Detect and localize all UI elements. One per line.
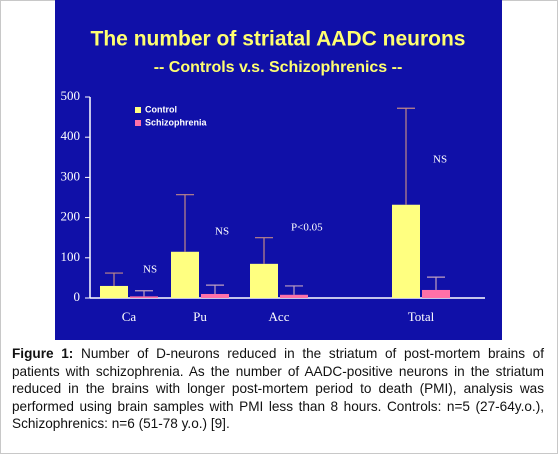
x-tick-label: Ca	[122, 309, 137, 324]
y-tick-label: 500	[61, 88, 81, 103]
bar	[171, 251, 199, 298]
legend-swatch	[135, 120, 141, 126]
caption: Figure 1: Number of D-neurons reduced in…	[12, 345, 544, 433]
chart-subtitle: -- Controls v.s. Schizophrenics --	[154, 59, 403, 76]
x-tick-label: Total	[408, 309, 435, 324]
bar	[130, 296, 158, 298]
y-tick-label: 300	[61, 168, 81, 183]
x-tick-label: Acc	[269, 309, 290, 324]
chart: The number of striatal AADC neurons -- C…	[55, 0, 502, 340]
y-tick-label: 200	[61, 209, 81, 224]
bar	[280, 294, 308, 298]
bar	[392, 204, 420, 298]
y-tick-label: 0	[74, 289, 81, 304]
legend-label: Schizophrenia	[145, 117, 208, 127]
annotation: P<0.05	[291, 222, 323, 234]
legend-swatch	[135, 107, 141, 113]
bar	[100, 285, 128, 298]
x-tick-label: Pu	[193, 309, 207, 324]
y-tick-label: 400	[61, 128, 81, 143]
bar	[201, 293, 229, 298]
slide-background	[55, 0, 502, 340]
y-tick-label: 100	[61, 249, 81, 264]
annotation: NS	[433, 154, 447, 166]
legend-label: Control	[145, 104, 177, 114]
annotation: NS	[215, 226, 229, 238]
chart-title: The number of striatal AADC neurons	[91, 28, 466, 51]
bar	[250, 263, 278, 298]
annotation: NS	[143, 264, 157, 276]
bar	[422, 289, 450, 298]
caption-text: Number of D-neurons reduced in the stria…	[12, 346, 545, 431]
caption-label: Figure 1:	[12, 346, 74, 361]
